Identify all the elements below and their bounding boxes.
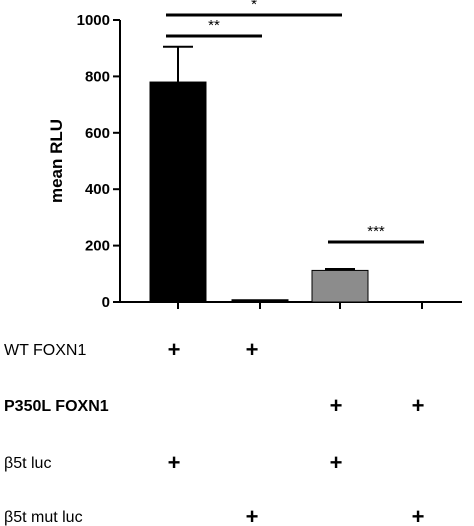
condition-table: WT FOXN1 + + P350L FOXN1 + + β5t luc + + β5t mut …: [4, 337, 424, 526]
y-tick-label: 800: [85, 68, 110, 85]
y-tick-label: 0: [102, 294, 110, 311]
condition-label: WT FOXN1: [4, 342, 86, 359]
plus-mark: +: [246, 337, 259, 362]
plus-mark: +: [412, 393, 425, 418]
significance-label: **: [208, 17, 220, 34]
plus-mark: +: [168, 450, 181, 475]
bar-1: [149, 81, 207, 303]
bar-2: [231, 299, 289, 303]
plus-mark: +: [168, 337, 181, 362]
y-tick-label: 600: [85, 125, 110, 142]
plus-mark: +: [330, 393, 343, 418]
axes: 0 200 400 600 800 1000 mean RLU: [47, 12, 462, 311]
significance-label: *: [251, 0, 257, 13]
significance-brackets: ******: [166, 0, 424, 244]
y-tick-label: 400: [85, 181, 110, 198]
plus-mark: +: [330, 450, 343, 475]
bars: [149, 45, 369, 303]
plus-mark: +: [246, 504, 259, 526]
condition-label: β5t mut luc: [4, 509, 83, 526]
plus-mark: +: [412, 504, 425, 526]
condition-label: β5t luc: [4, 455, 51, 472]
condition-label: P350L FOXN1: [4, 398, 109, 415]
bar-3: [311, 269, 369, 303]
significance-label: ***: [367, 223, 385, 240]
y-tick-label: 200: [85, 238, 110, 255]
y-tick-label: 1000: [77, 12, 110, 29]
y-axis-label: mean RLU: [47, 119, 66, 203]
